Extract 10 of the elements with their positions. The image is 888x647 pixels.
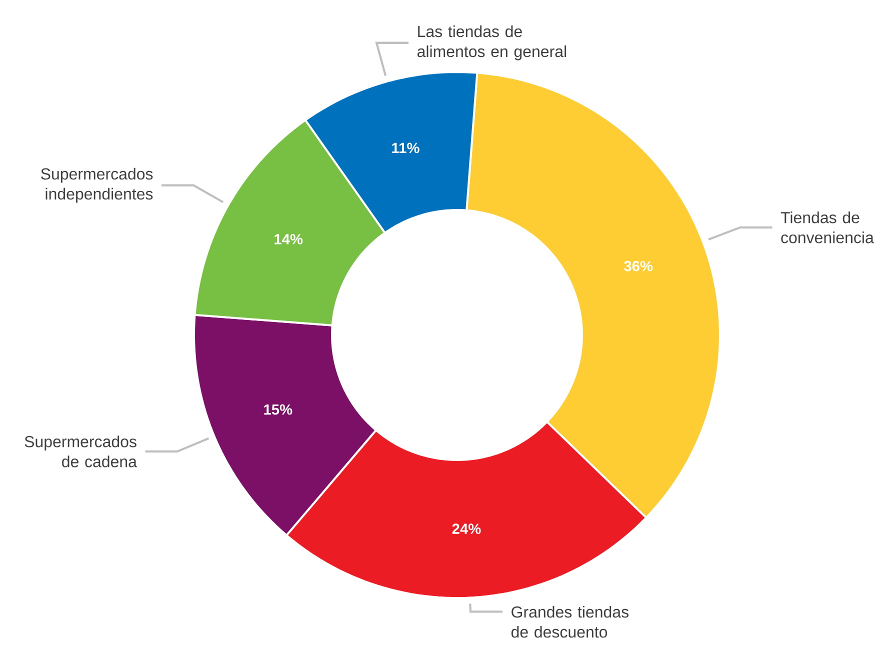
data-label: 36%	[624, 260, 653, 272]
slice-label: Las tiendas de alimentos en general	[417, 25, 566, 60]
data-label: 14%	[274, 234, 303, 244]
slice-label: Supermercados de cadena	[24, 436, 137, 468]
slice-label: Grandes tiendas de descuento	[511, 606, 628, 638]
data-label: 11%	[392, 142, 420, 154]
slice-label: Tiendas de conveniencia	[780, 212, 874, 244]
data-label: 24%	[452, 524, 481, 534]
slice-label: Supermercados independientes	[41, 168, 153, 203]
data-label: 15%	[264, 404, 292, 415]
